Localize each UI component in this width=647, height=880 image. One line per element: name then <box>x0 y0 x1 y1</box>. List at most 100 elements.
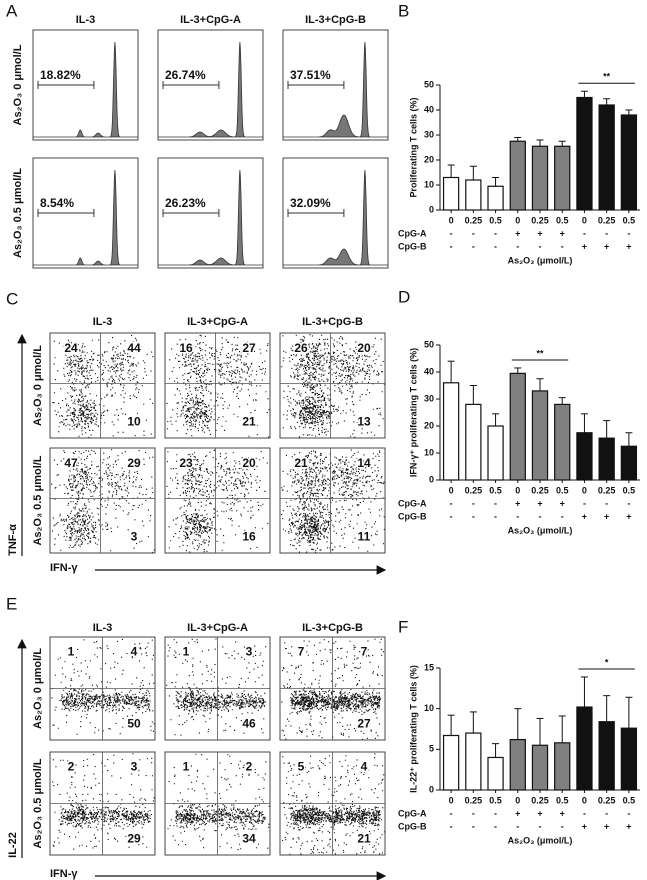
bar <box>531 744 549 791</box>
quadrant-value: 27 <box>242 341 256 355</box>
bar <box>531 390 549 481</box>
bar <box>531 145 549 211</box>
column-title: IL-3 <box>93 622 113 634</box>
plot-frame <box>282 29 389 141</box>
x-tick-label: 0.25 <box>531 215 549 225</box>
x-tick-label: 0 <box>582 485 587 495</box>
y-tick-label: 40 <box>424 366 434 376</box>
condition-sign: - <box>561 241 564 251</box>
condition-sign: - <box>494 511 497 521</box>
plot-frame <box>49 332 156 439</box>
condition-sign: - <box>472 241 475 251</box>
quadrant-value: 4 <box>131 645 138 659</box>
bar <box>442 382 460 481</box>
condition-sign: + <box>515 498 520 508</box>
quadrant-value: 2 <box>68 760 75 774</box>
condition-sign: + <box>560 808 565 818</box>
quadrant-value: 16 <box>242 529 256 543</box>
histogram <box>283 41 388 138</box>
condition-sign: - <box>605 228 608 238</box>
x-tick-label: 0 <box>449 215 454 225</box>
y-tick-label: 10 <box>424 179 434 189</box>
quadrant-value: 21 <box>357 832 371 846</box>
column-title: IL-3+CpG-A <box>187 316 248 328</box>
column-title: IL-3 <box>93 316 113 328</box>
quadrant-value: 1 <box>183 645 190 659</box>
column-title: IL-3+CpG-A <box>180 14 241 26</box>
quadrant-lines <box>165 333 270 438</box>
y-axis-label: IL-22⁺ proliferating T cells (%) <box>408 665 418 793</box>
bar <box>487 185 504 211</box>
condition-sign: - <box>494 821 497 831</box>
quadrant-value: 5 <box>298 760 305 774</box>
condition-sign: - <box>516 511 519 521</box>
quadrant-value: 13 <box>357 414 371 428</box>
percentage: 32.09% <box>290 196 331 210</box>
y-tick-label: 30 <box>424 393 434 403</box>
condition-sign: + <box>626 821 631 831</box>
condition-sign: + <box>604 511 609 521</box>
x-axis-label: As₂O₃ (μmol/L) <box>508 255 573 265</box>
condition-sign: - <box>472 498 475 508</box>
significance-label: ** <box>536 348 544 358</box>
quadrant-value: 3 <box>246 645 253 659</box>
condition-sign: + <box>515 808 520 818</box>
condition-sign: - <box>627 808 630 818</box>
condition-sign: + <box>537 498 542 508</box>
x-tick-label: 0 <box>515 795 520 805</box>
gate-marker <box>37 81 95 89</box>
condition-label: CpG-A <box>398 498 427 508</box>
x-tick-label: 0.5 <box>489 215 502 225</box>
significance-label: * <box>605 657 609 667</box>
quadrant-value: 1 <box>68 645 75 659</box>
row-label: As₂O₃ 0.5 μmol/L <box>32 758 44 848</box>
row-label: As₂O₃ 0 μmol/L <box>32 345 44 426</box>
quadrant-value: 3 <box>131 760 138 774</box>
gate-marker <box>287 209 345 217</box>
column-title: IL-3+CpG-A <box>187 622 248 634</box>
condition-sign: - <box>494 808 497 818</box>
condition-sign: - <box>627 228 630 238</box>
condition-label: CpG-B <box>398 511 427 521</box>
dot-cloud <box>281 334 385 438</box>
x-tick-label: 0 <box>449 795 454 805</box>
condition-sign: + <box>626 511 631 521</box>
bar <box>509 738 526 791</box>
condition-sign: + <box>560 228 565 238</box>
condition-sign: - <box>494 228 497 238</box>
histogram <box>158 41 263 138</box>
bar <box>465 179 482 211</box>
bar <box>620 727 638 791</box>
condition-sign: - <box>450 821 453 831</box>
quadrant-lines <box>280 333 385 438</box>
condition-sign: - <box>450 228 453 238</box>
plot-frame <box>157 157 264 269</box>
x-tick-label: 0.25 <box>531 795 549 805</box>
condition-sign: + <box>582 821 587 831</box>
quadrant-value: 29 <box>127 832 141 846</box>
condition-sign: - <box>539 511 542 521</box>
quadrant-value: 7 <box>298 645 305 659</box>
plot-frame <box>49 447 156 554</box>
bar <box>620 445 638 481</box>
quadrant-value: 3 <box>131 529 138 543</box>
y-axis-label: Proliferating T cells (%) <box>408 97 418 197</box>
plot-frame <box>32 29 139 141</box>
quadrant-value: 27 <box>357 717 371 731</box>
quadrant-value: 34 <box>242 832 256 846</box>
x-tick-label: 0.5 <box>623 795 636 805</box>
bar <box>554 742 571 791</box>
dot-cloud <box>52 753 155 850</box>
column-title: IL-3+CpG-B <box>302 316 363 328</box>
condition-sign: - <box>627 498 630 508</box>
y-tick-label: 50 <box>424 79 434 89</box>
condition-sign: - <box>472 511 475 521</box>
condition-sign: - <box>450 808 453 818</box>
condition-sign: - <box>472 821 475 831</box>
condition-sign: + <box>515 228 520 238</box>
x-tick-label: 0.25 <box>465 215 483 225</box>
x-tick-label: 0.25 <box>598 215 616 225</box>
quadrant-lines <box>50 448 155 553</box>
quadrant-lines <box>280 637 385 740</box>
x-tick-label: 0.5 <box>489 485 502 495</box>
